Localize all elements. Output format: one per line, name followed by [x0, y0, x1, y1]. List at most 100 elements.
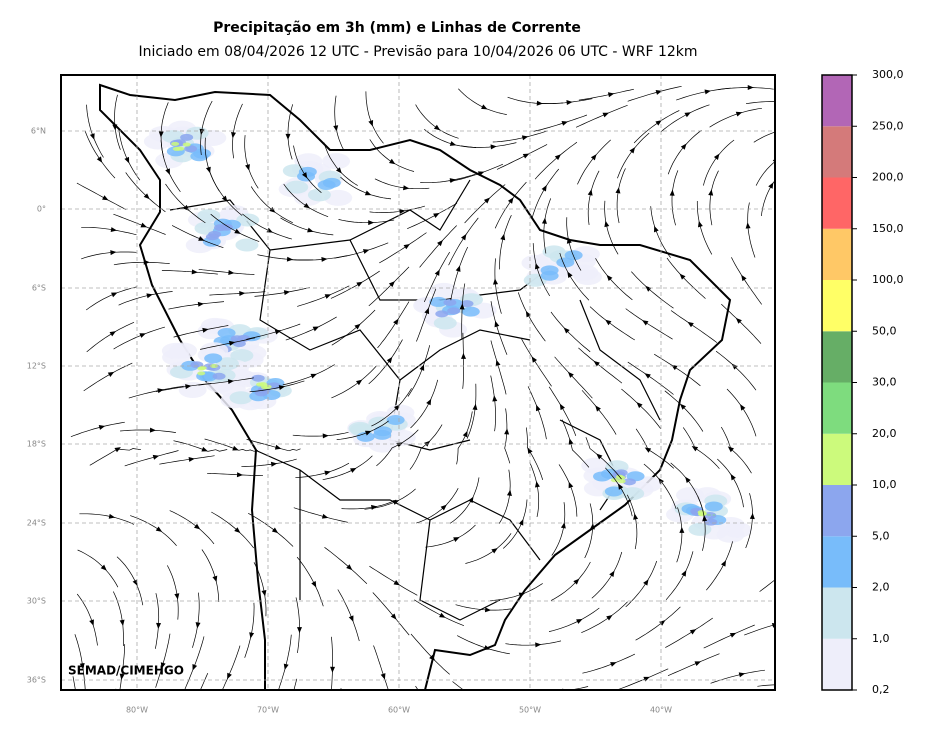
colorbar-label: 20,0: [872, 427, 897, 440]
streamline: [465, 533, 512, 564]
streamline: [568, 686, 589, 690]
stream-arrow: [606, 615, 613, 621]
stream-arrow: [605, 319, 612, 326]
streamline: [89, 448, 141, 466]
streamline: [643, 463, 677, 510]
streamline: [449, 477, 480, 524]
stream-arrow: [449, 141, 457, 146]
stream-arrow: [229, 718, 234, 724]
streamline: [331, 365, 377, 399]
stream-arrow: [112, 124, 118, 131]
precip-patch: [698, 512, 707, 517]
stream-arrow: [644, 447, 652, 453]
streamline: [456, 411, 473, 465]
streamline: [633, 110, 680, 144]
streamline: [526, 427, 544, 481]
stream-arrow: [659, 620, 666, 626]
streamline: [334, 95, 345, 151]
stream-arrow: [495, 359, 501, 367]
streamline: [582, 653, 636, 674]
stream-arrow: [364, 190, 372, 196]
streamline: [504, 408, 511, 464]
streamline: [587, 170, 600, 225]
precip-patch: [461, 306, 480, 317]
streamline: [77, 549, 119, 588]
stream-arrow: [75, 706, 80, 712]
streamline: [709, 107, 762, 128]
stream-arrow: [727, 446, 734, 453]
lat-label: 24°S: [27, 519, 46, 528]
stream-arrow: [685, 476, 691, 484]
precip-patch: [556, 257, 575, 268]
stream-arrow: [146, 718, 151, 724]
streamline: [745, 101, 775, 105]
stream-arrow: [386, 356, 393, 364]
precip-patch: [617, 479, 626, 484]
stream-arrow: [455, 265, 461, 272]
stream-arrow: [350, 467, 357, 473]
streamline: [581, 601, 628, 634]
stream-arrow: [286, 256, 294, 262]
stream-arrow: [643, 676, 650, 682]
streamline: [130, 515, 177, 546]
streamline: [241, 458, 297, 468]
precip-patch: [217, 328, 236, 339]
stream-arrow: [434, 269, 440, 276]
streamline: [531, 168, 560, 218]
streamline: [198, 268, 255, 275]
streamline: [368, 266, 410, 307]
colorbar-label: 50,0: [872, 324, 897, 337]
stream-arrow: [193, 523, 201, 530]
precip-patch: [433, 316, 457, 330]
stream-arrow: [697, 220, 703, 228]
stream-arrow: [392, 500, 400, 505]
streamline: [414, 599, 465, 627]
streamline: [466, 383, 477, 439]
stream-arrow: [680, 403, 687, 410]
stream-arrow: [285, 133, 291, 140]
stream-arrow: [109, 331, 116, 337]
streamline: [248, 512, 294, 547]
stream-arrow: [274, 444, 282, 450]
streamline: [627, 361, 674, 395]
stream-arrow: [735, 111, 743, 117]
streamline: [369, 205, 425, 213]
colorbar-label: 100,0: [872, 273, 904, 286]
streamline: [759, 579, 775, 592]
streamline: [726, 388, 757, 437]
streamline: [635, 606, 681, 641]
stream-arrow: [239, 290, 246, 296]
stream-arrow: [302, 172, 308, 179]
stream-arrow: [143, 259, 150, 265]
streamline: [761, 179, 775, 217]
stream-arrow: [609, 570, 615, 578]
colorbar-segment: [822, 433, 852, 485]
streamline: [665, 617, 714, 648]
stream-arrow: [312, 326, 320, 332]
streamline: [667, 130, 702, 175]
streamline: [201, 549, 220, 603]
streamline: [338, 219, 395, 224]
colorbar-segment: [822, 331, 852, 383]
stream-arrow: [307, 227, 314, 233]
streamline: [166, 565, 179, 620]
stream-arrow: [749, 512, 755, 520]
stream-arrow: [274, 329, 282, 335]
stream-arrow: [729, 632, 737, 638]
streamline: [625, 560, 658, 608]
streamline: [125, 172, 166, 213]
streamline: [550, 561, 591, 601]
colorbar-label: 2,0: [872, 581, 890, 594]
stream-arrow: [483, 645, 491, 650]
streamline: [115, 688, 117, 690]
colorbar-segment: [822, 485, 852, 537]
streamline: [464, 184, 506, 224]
stream-arrow: [89, 133, 95, 140]
precip-patch: [172, 146, 181, 151]
lat-label: 12°S: [27, 362, 46, 371]
colorbar-segment: [822, 177, 852, 229]
precip-patch: [435, 310, 449, 318]
precip-patch: [161, 342, 190, 359]
stream-arrow: [566, 237, 572, 244]
lon-label: 50°W: [519, 706, 541, 715]
